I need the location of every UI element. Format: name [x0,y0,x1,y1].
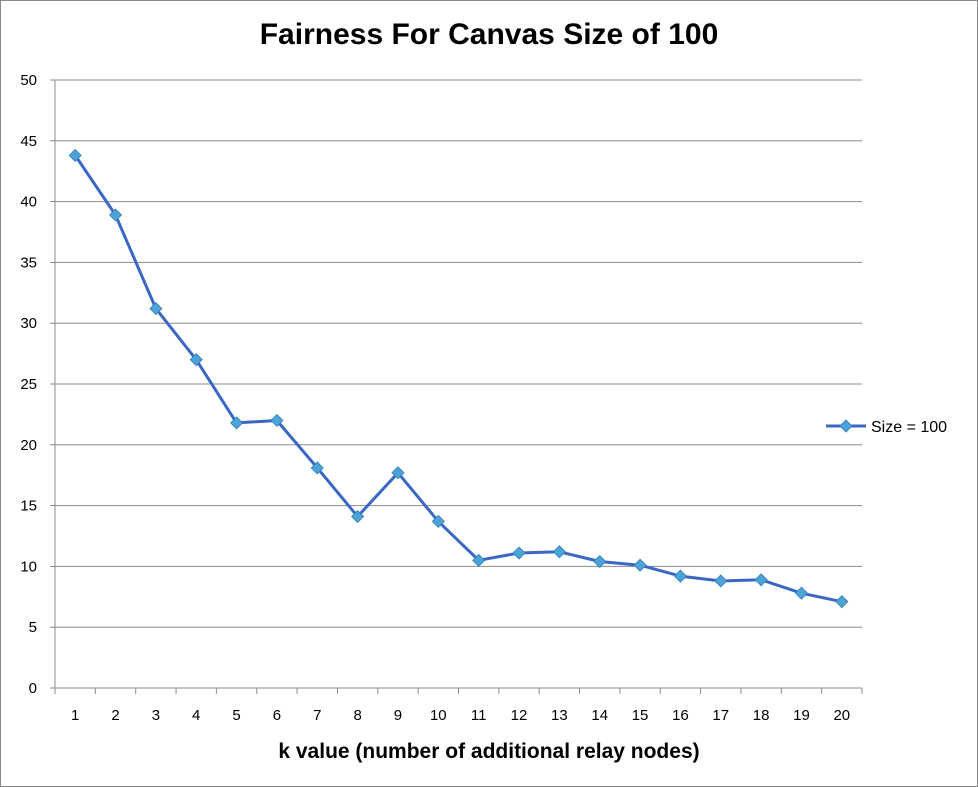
x-tick-label: 15 [632,707,649,724]
data-point [673,569,687,583]
data-point [714,574,728,588]
data-point [552,545,566,559]
y-tick-label: 50 [20,72,37,89]
x-tick-label: 9 [394,707,402,724]
data-point [149,302,163,316]
y-tick-label: 40 [20,194,37,211]
data-point [108,208,123,222]
y-tick-label: 15 [20,498,37,515]
x-tick-label: 2 [111,707,119,724]
x-tick-label: 16 [672,707,689,724]
x-tick-label: 12 [511,707,528,724]
data-point [189,353,203,367]
x-tick-label: 17 [712,707,729,724]
x-tick-label: 7 [313,707,321,724]
y-tick-label: 5 [29,619,37,636]
data-point [310,461,324,475]
y-tick-label: 10 [20,558,37,575]
x-tick-label: 13 [551,707,568,724]
x-tick-label: 20 [833,707,850,724]
legend-label: Size = 100 [871,419,947,436]
x-axis-title: k value (number of additional relay node… [278,740,700,763]
data-point [593,554,607,569]
y-tick-label: 20 [20,437,37,454]
x-tick-label: 18 [753,707,770,724]
y-tick-label: 30 [20,315,37,332]
x-tick-label: 1 [71,707,79,724]
data-point [270,413,284,428]
chart-title: Fairness For Canvas Size of 100 [259,18,719,51]
x-tick-label: 5 [232,707,240,724]
data-point [431,514,445,528]
x-tick-label: 10 [430,707,447,724]
data-point [230,416,244,430]
y-tick-label: 45 [20,133,37,150]
data-point [835,595,849,609]
x-tick-label: 8 [353,707,361,724]
x-tick-label: 11 [471,707,487,724]
x-tick-label: 4 [192,707,200,724]
data-point [351,509,365,524]
data-point [794,586,809,600]
x-tick-label: 19 [793,707,810,724]
data-point [68,148,82,162]
x-tick-label: 14 [591,707,608,724]
data-point [391,466,405,480]
x-tick-label: 3 [152,707,160,724]
y-tick-label: 0 [29,680,37,697]
data-point [472,553,486,567]
series-line [73,154,843,604]
data-point [512,546,526,560]
y-tick-label: 25 [20,376,37,393]
legend-marker [839,419,853,433]
y-tick-label: 35 [20,254,37,271]
x-tick-label: 6 [273,707,281,724]
data-point [754,573,768,587]
data-point [633,558,647,572]
